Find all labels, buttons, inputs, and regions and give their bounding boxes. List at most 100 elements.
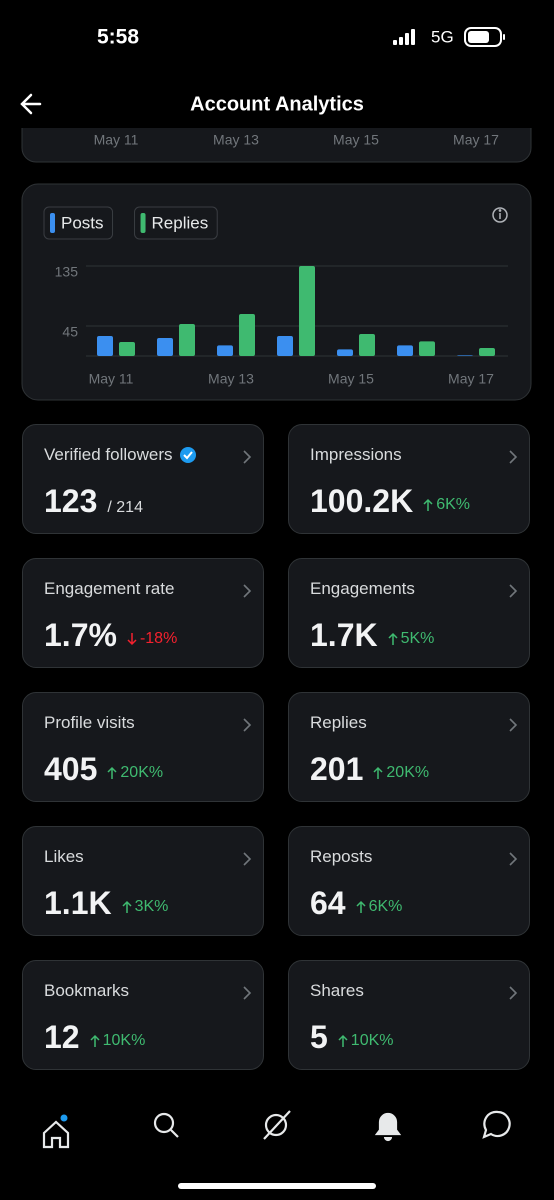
back-button[interactable] (20, 93, 42, 115)
card-title: Verified followers (44, 445, 197, 465)
change-arrow (122, 900, 132, 913)
card-title: Engagements (310, 579, 415, 599)
card-change-text: 6K% (368, 898, 403, 915)
legend-swatch (140, 213, 146, 233)
bar (419, 341, 435, 356)
verified-badge (179, 447, 196, 463)
network: 5G (431, 27, 454, 46)
chevron (509, 718, 518, 732)
card-value: 123 (44, 483, 98, 519)
metric-card[interactable]: Reposts 64 6K% (288, 826, 530, 936)
card-value: 1.1K (44, 885, 112, 921)
card-change-text: 20K% (120, 764, 164, 781)
metric-card[interactable]: Engagements 1.7K 5K% (288, 558, 530, 668)
chevron (243, 718, 252, 732)
signal-icon (393, 29, 415, 45)
x-tick-label: May 15 (328, 371, 374, 387)
card-change: 6K% (356, 898, 403, 916)
card-title-text: Bookmarks (44, 981, 130, 1000)
card-title: Likes (44, 847, 84, 867)
card-value: 1.7% (44, 617, 117, 653)
card-title-text: Verified followers (44, 445, 173, 464)
metric-card[interactable]: Bookmarks 12 10K% (22, 960, 264, 1070)
bar (337, 349, 353, 356)
card-value-row: 5 10K% (310, 1019, 394, 1056)
card-value-row: 1.7% -18% (44, 617, 177, 654)
change-arrow (107, 766, 117, 779)
card-value: 405 (44, 751, 98, 787)
bar (157, 338, 173, 356)
legend-item[interactable]: Replies (134, 206, 218, 240)
card-title-text: Likes (44, 847, 84, 866)
card-change-text: 3K% (134, 898, 169, 915)
metric-card[interactable]: Engagement rate 1.7% -18% (22, 558, 264, 668)
metric-card[interactable]: Likes 1.1K 3K% (22, 826, 264, 936)
bottom-nav (42, 1110, 511, 1189)
card-title: Engagement rate (44, 579, 174, 599)
card-title-text: Engagements (310, 579, 415, 598)
metric-card[interactable]: Replies 201 20K% (288, 692, 530, 802)
x-tick-label: May 13 (213, 132, 259, 148)
change-arrow (388, 632, 398, 645)
card-change: 10K% (90, 1032, 146, 1050)
bar (359, 334, 375, 356)
chevron (243, 584, 252, 598)
metric-card[interactable]: Shares 5 10K% (288, 960, 530, 1070)
notifications-tab[interactable] (374, 1112, 402, 1142)
home-indicator (178, 1183, 376, 1189)
chevron (509, 852, 518, 866)
bar (397, 345, 413, 356)
metric-card[interactable]: Impressions 100.2K 6K% (288, 424, 530, 534)
metric-card[interactable]: Verified followers 123 / 214 (22, 424, 264, 534)
info-icon[interactable] (492, 207, 508, 223)
x-tick-label: May 11 (94, 132, 139, 148)
bar (239, 314, 255, 356)
chevron (243, 450, 252, 464)
previous-card (21, 128, 532, 163)
card-change: 3K% (122, 898, 169, 916)
card-title: Reposts (310, 847, 372, 867)
top-area: 5:58 5G Account Analytics May 11 May 13 Ma… (20, 26, 532, 401)
change-arrow (127, 633, 137, 646)
messages-tab[interactable] (482, 1110, 511, 1139)
bar (97, 336, 113, 356)
grok-tab[interactable] (263, 1110, 291, 1140)
chevron (243, 852, 252, 866)
card-value: 1.7K (310, 617, 378, 653)
card-change: 5K% (388, 630, 435, 648)
card-title-text: Shares (310, 981, 364, 1000)
card-change-text: 10K% (102, 1032, 146, 1049)
card-change: 10K% (338, 1032, 394, 1050)
legend-label: Posts (61, 213, 104, 232)
card-value-row: 1.7K 5K% (310, 617, 434, 654)
card-title: Shares (310, 981, 364, 1001)
x-tick-label: May 17 (448, 371, 494, 387)
metric-card[interactable]: Profile visits 405 20K% (22, 692, 264, 802)
legend-box (43, 206, 114, 240)
card-value: 100.2K (310, 483, 414, 519)
legend-box (134, 206, 218, 240)
y-tick-label: 135 (55, 264, 79, 280)
card-change-text: 10K% (350, 1032, 394, 1049)
card-change-text: -18% (139, 630, 178, 647)
legend-item[interactable]: Posts (43, 206, 114, 240)
change-arrow (90, 1034, 100, 1047)
chevron (509, 584, 518, 598)
card-change-text: 5K% (400, 630, 435, 647)
card-change-text: 20K% (386, 764, 430, 781)
card-value-row: 100.2K 6K% (310, 483, 470, 520)
chevron (243, 986, 252, 1000)
card-change: 20K% (107, 764, 163, 782)
search-tab[interactable] (153, 1112, 179, 1138)
x-tick-label: May 15 (333, 132, 379, 148)
card-value-row: 1.1K 3K% (44, 885, 168, 922)
card-value: 12 (44, 1019, 80, 1055)
card-title: Impressions (310, 445, 402, 465)
card-value: 64 (310, 885, 346, 921)
card-value-row: 123 / 214 (44, 483, 143, 520)
legend-label: Replies (152, 213, 209, 232)
bar (119, 342, 135, 356)
card-title-text: Impressions (310, 445, 402, 464)
card-value: 5 (310, 1019, 328, 1055)
home-tab[interactable] (42, 1120, 70, 1149)
